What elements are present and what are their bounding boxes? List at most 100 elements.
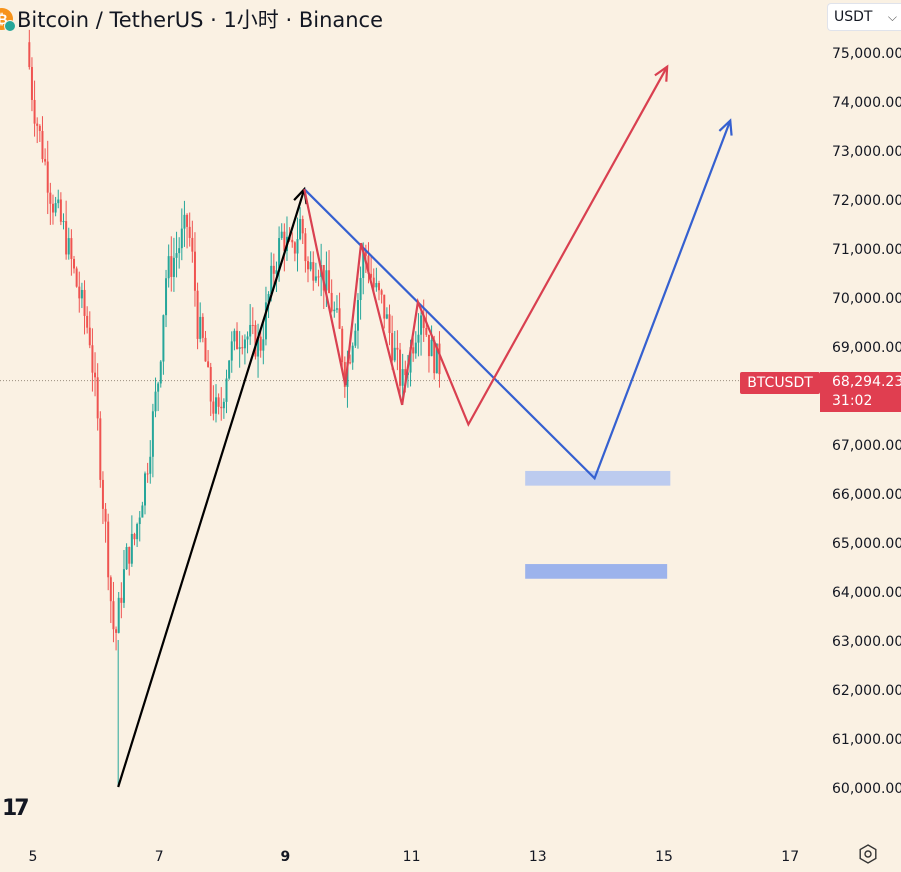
candle-body [94,372,97,378]
candle-body [422,315,425,328]
candle-body [238,347,241,349]
candle-body [251,324,254,326]
candle-body [259,336,262,351]
chevron-down-icon: ⌵ [887,10,897,24]
candle-body [414,342,417,354]
candle-body [309,262,312,270]
candle-body [275,270,278,274]
y-tick-label: 60,000.00 [832,781,901,797]
candle-body [217,397,220,407]
candle-body [38,125,41,131]
candle-body [304,233,307,262]
candle-body [207,361,210,367]
candle-body [91,345,94,373]
candle-body [425,327,428,335]
candle-body [212,401,215,414]
candle-body [125,546,128,570]
candle-body [220,406,223,409]
y-tick-label: 74,000.00 [832,95,901,111]
y-tick-label: 67,000.00 [832,438,901,454]
candle-body [385,314,388,319]
bitcoin-icon: ₿ [0,8,16,32]
currency-selector[interactable]: USDT ⌵ [827,3,901,31]
candle-body [236,330,239,349]
candle-body [191,237,194,252]
candle-body [209,366,212,402]
candle-body [149,456,152,474]
y-axis[interactable]: 60,000.00 61,000.00 62,000.00 63,000.00 64,0… [832,46,901,797]
red-projection-arrowhead [654,64,669,82]
candle-body [183,214,186,229]
candle-body [172,257,175,277]
candle-body [335,308,338,310]
candle-body [230,341,233,361]
candle-body [117,597,120,633]
candle-body [312,262,315,281]
candle-body [343,362,346,387]
candle-body [404,369,407,376]
chart-title: Bitcoin / TetherUS · 1小时 · Binance [17,8,384,32]
candle-body [167,256,170,279]
candle-body [364,250,367,256]
candles-layer [28,29,441,787]
bar-countdown: 31:02 [832,393,873,409]
candle-body [291,239,294,243]
candle-body [314,276,317,281]
chart-header: ₿ Bitcoin / TetherUS · 1小时 · Binance [0,5,383,33]
candle-body [122,569,125,603]
x-tick-label: 9 [281,849,291,865]
candle-body [70,238,73,259]
candle-body [399,349,402,386]
y-tick-label: 66,000.00 [832,487,901,503]
zones-layer [525,470,671,579]
candle-body [370,273,373,278]
candle-body [214,397,217,414]
candle-body [278,238,281,271]
candle-body [146,473,149,475]
support-zone-upper [525,470,671,486]
candle-body [133,533,136,540]
candle-body [307,261,310,270]
candle-body [433,339,436,374]
candle-body [109,577,112,602]
candle-body [375,283,378,288]
candle-body [59,199,62,222]
candle-body [380,290,383,295]
candle-body [225,378,228,402]
candle-body [328,270,331,293]
settings-icon[interactable] [858,844,878,864]
candle-body [222,401,225,409]
candle-body [325,270,328,291]
candle-body [417,334,420,343]
candle-body [178,248,181,254]
candle-body [317,276,320,278]
candle-body [101,479,104,509]
candle-body [301,219,304,234]
candle-body [188,226,191,238]
candle-body [65,221,68,255]
candle-body [296,239,299,254]
candle-body [170,256,173,277]
x-tick-label: 13 [529,849,547,865]
x-tick-label: 5 [29,849,38,865]
candle-body [88,327,91,346]
candle-body [144,473,147,506]
candle-body [204,337,207,362]
candle-body [356,299,359,331]
candle-body [377,283,380,291]
candle-body [96,377,99,419]
y-tick-label: 62,000.00 [832,683,901,699]
candle-body [330,292,333,312]
candle-body [351,345,354,363]
candle-body [196,290,199,339]
x-axis[interactable]: 5 7 9 11 13 15 17 [29,849,800,865]
candle-body [49,192,52,204]
tradingview-logo[interactable]: 17 [2,796,30,821]
candle-body [388,314,391,334]
price-tag: 68,294.23 31:02 [820,372,901,412]
candle-body [154,391,157,412]
candle-body [46,161,49,193]
candle-body [186,214,189,227]
candle-body [393,347,396,361]
